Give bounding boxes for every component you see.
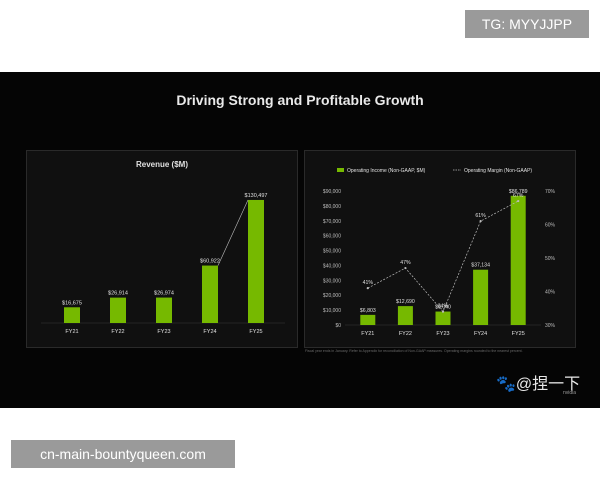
operating-tick-label: FY23 bbox=[436, 331, 449, 337]
watermark: 🐾@捏一下 bbox=[496, 376, 581, 393]
revenue-tick-label: FY25 bbox=[249, 329, 262, 335]
operating-margin-point bbox=[404, 266, 407, 270]
revenue-value-label: $26,974 bbox=[154, 291, 174, 297]
operating-margin-point bbox=[366, 287, 369, 290]
left-axis-tick-label: $50,000 bbox=[323, 249, 341, 255]
revenue-bar-fy21 bbox=[64, 307, 80, 323]
legend-swatch-operating-income bbox=[337, 168, 344, 172]
footnote: Fiscal year ends in January. Refer to Ap… bbox=[305, 349, 523, 353]
operating-income-bar-fy25 bbox=[510, 195, 526, 325]
operating-margin-value-label: 41% bbox=[363, 280, 374, 286]
left-axis-tick-label: $30,000 bbox=[323, 278, 341, 284]
brand-logo-text: nvidia bbox=[563, 390, 577, 396]
operating-chart: Operating Income (Non-GAAP, $M) Operating… bbox=[323, 168, 556, 337]
left-axis-tick-label: $10,000 bbox=[323, 308, 341, 314]
legend-label-operating-income: Operating Income (Non-GAAP, $M) bbox=[347, 168, 426, 174]
left-axis-tick-label: $20,000 bbox=[323, 293, 341, 299]
operating-margin-value-label: 61% bbox=[475, 213, 486, 219]
operating-margin-point bbox=[479, 220, 482, 223]
right-axis-tick-label: 40% bbox=[545, 290, 556, 296]
revenue-chart-title: Revenue ($M) bbox=[136, 160, 188, 169]
revenue-bar-fy24 bbox=[202, 265, 218, 323]
slide: Driving Strong and Profitable Growth Rev… bbox=[0, 72, 600, 408]
left-axis-tick-label: $0 bbox=[335, 323, 341, 329]
legend-label-operating-margin: Operating Margin (Non-GAAP) bbox=[464, 168, 532, 174]
operating-margin-point bbox=[441, 310, 445, 313]
operating-income-value-label: $37,134 bbox=[471, 263, 490, 269]
left-axis-tick-label: $90,000 bbox=[323, 189, 341, 195]
operating-income-bar-fy21 bbox=[360, 314, 376, 325]
right-axis-tick-label: 50% bbox=[545, 256, 556, 262]
operating-tick-label: FY21 bbox=[361, 331, 374, 337]
operating-tick-label: FY25 bbox=[512, 331, 525, 337]
operating-income-bar-fy23 bbox=[435, 311, 451, 325]
operating-tick-label: FY24 bbox=[474, 331, 487, 337]
revenue-tick-label: FY21 bbox=[65, 329, 78, 335]
revenue-tick-label: FY23 bbox=[157, 329, 170, 335]
tag-badge: TG: MYYJJPP bbox=[465, 10, 589, 38]
revenue-bar-fy22 bbox=[110, 297, 126, 323]
operating-income-bar-fy22 bbox=[397, 306, 413, 325]
operating-margin-line bbox=[367, 200, 519, 313]
left-axis-tick-label: $60,000 bbox=[323, 234, 341, 240]
left-axis-tick-label: $40,000 bbox=[323, 263, 341, 269]
revenue-bar-fy25 bbox=[248, 199, 264, 323]
operating-income-value-label: $12,690 bbox=[396, 299, 415, 305]
operating-margin-value-label: 67% bbox=[513, 193, 524, 199]
operating-tick-label: FY22 bbox=[399, 331, 412, 337]
operating-income-value-label: $9,040 bbox=[435, 305, 451, 311]
revenue-value-label: $16,675 bbox=[62, 300, 82, 306]
revenue-tick-label: FY24 bbox=[203, 329, 216, 335]
right-axis-tick-label: 30% bbox=[545, 323, 556, 329]
revenue-value-label: $60,922 bbox=[200, 259, 220, 265]
operating-income-bar-fy24 bbox=[473, 269, 489, 325]
operating-income-value-label: $86,789 bbox=[509, 189, 528, 195]
slide-title: Driving Strong and Profitable Growth bbox=[176, 92, 424, 108]
left-axis-tick-label: $80,000 bbox=[323, 204, 341, 210]
revenue-bar-fy23 bbox=[156, 297, 172, 323]
revenue-tick-label: FY22 bbox=[111, 329, 124, 335]
operating-income-value-label: $6,803 bbox=[360, 308, 376, 314]
revenue-value-label: $26,914 bbox=[108, 291, 128, 297]
bottom-url-bar: cn-main-bountyqueen.com bbox=[11, 440, 235, 468]
right-axis-tick-label: 60% bbox=[545, 223, 556, 229]
right-axis-tick-label: 70% bbox=[545, 189, 556, 195]
operating-chart-panel: Operating Income (Non-GAAP, $M) Operating… bbox=[304, 150, 576, 348]
operating-margin-value-label: 47% bbox=[400, 260, 411, 266]
left-axis-tick-label: $70,000 bbox=[323, 219, 341, 225]
revenue-chart-panel: Revenue ($M) $16,675 FY21 $26,914 FY22 $26,9… bbox=[26, 150, 298, 348]
revenue-chart: Revenue ($M) $16,675 FY21 $26,914 FY22 $26,9… bbox=[41, 160, 285, 335]
operating-margin-point bbox=[517, 199, 520, 203]
revenue-trend-line bbox=[217, 199, 249, 266]
operating-margin-value-label: 34% bbox=[438, 304, 449, 310]
revenue-value-label: $130,497 bbox=[245, 193, 268, 199]
